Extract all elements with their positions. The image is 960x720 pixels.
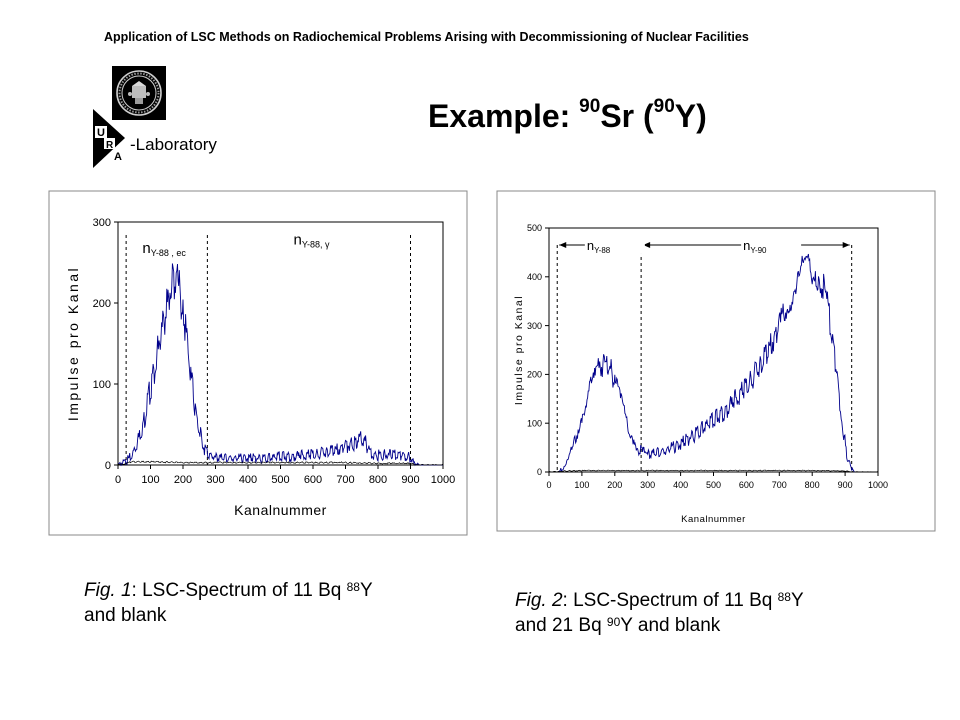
caption-2-element: Y xyxy=(790,590,804,611)
c2-x-tick-label-5: 500 xyxy=(706,480,721,490)
caption-1-element: Y xyxy=(359,580,373,601)
title-sr: Sr ( xyxy=(600,98,654,134)
c2-annotation-0-symbol: n xyxy=(587,238,594,253)
title-prefix: Example: xyxy=(428,98,580,134)
c1-blank-series xyxy=(117,460,444,466)
laboratory-label: -Laboratory xyxy=(130,135,217,154)
c2-x-tick-label-8: 800 xyxy=(805,480,820,490)
c2-annotation-1-subscript: Y-90 xyxy=(750,246,767,255)
slide-title: Example: 90Sr (90Y) xyxy=(428,96,707,135)
c1-annotation-1-symbol: n xyxy=(294,232,302,249)
c1-x-tick-label-7: 700 xyxy=(336,474,354,486)
c1-annotation-0-subscript: Y-88 , ec xyxy=(151,248,187,258)
c2-x-tick-label-10: 1000 xyxy=(868,480,888,490)
logo-letter-a: A xyxy=(114,151,122,163)
figure-2-caption: Fig. 2: LSC-Spectrum of 11 Bq 88Y and 21… xyxy=(515,588,804,638)
caption-2-text: : LSC-Spectrum of 11 Bq xyxy=(562,590,778,611)
c1-spectrum-series xyxy=(117,263,444,467)
c1-x-tick-label-0: 0 xyxy=(115,474,121,486)
caption-2-line-1: Fig. 2: LSC-Spectrum of 11 Bq 88Y xyxy=(515,588,804,613)
university-seal-logo xyxy=(112,66,166,120)
title-y: Y) xyxy=(674,98,707,134)
c2-annotation-1: nY-90 xyxy=(743,238,767,255)
c1-x-tick-label-3: 300 xyxy=(206,474,224,486)
c2-y-tick-label-4: 400 xyxy=(527,272,542,282)
c1-x-axis-label: Kanalnummer xyxy=(234,502,327,518)
caption-2-line-2: and 21 Bq 90Y and blank xyxy=(515,613,804,638)
c1-x-tick-label-8: 800 xyxy=(369,474,387,486)
c2-y-tick-label-5: 500 xyxy=(527,223,542,233)
c1-y-tick-label-2: 200 xyxy=(93,298,111,310)
slide-header: Application of LSC Methods on Radiochemi… xyxy=(104,30,749,44)
c1-x-tick-label-9: 900 xyxy=(401,474,419,486)
caption-2-fig-label: Fig. 2 xyxy=(515,590,563,611)
c2-window-arrow-left-head-0 xyxy=(559,242,567,248)
caption-1-text: : LSC-Spectrum of 11 Bq xyxy=(131,580,347,601)
c2-x-tick-label-6: 600 xyxy=(739,480,754,490)
c2-y-tick-label-3: 300 xyxy=(527,321,542,331)
c1-annotation-1-subscript: Y-88, γ xyxy=(302,240,330,250)
c2-annotation-1-symbol: n xyxy=(743,238,750,253)
c2-x-tick-label-3: 300 xyxy=(640,480,655,490)
c2-spectrum-series xyxy=(558,253,855,473)
c1-border xyxy=(48,190,468,536)
caption-1-fig-label: Fig. 1 xyxy=(84,580,132,601)
c2-y-axis-label: Impulse pro Kanal xyxy=(513,295,525,405)
c2-window-arrow-right-head-1 xyxy=(842,242,850,248)
c1-x-tick-label-5: 500 xyxy=(271,474,289,486)
c1-y-axis-label: Impulse pro Kanal xyxy=(65,266,81,421)
c2-x-tick-label-2: 200 xyxy=(607,480,622,490)
c2-x-tick-label-1: 100 xyxy=(574,480,589,490)
c2-x-tick-label-9: 900 xyxy=(838,480,853,490)
c2-y-tick-label-1: 100 xyxy=(527,418,542,428)
c2-x-tick-label-7: 700 xyxy=(772,480,787,490)
c2-y-tick-label-0: 0 xyxy=(537,467,542,477)
caption-2-text-2: and 21 Bq xyxy=(515,615,607,636)
caption-1-line-2: and blank xyxy=(84,605,167,626)
c1-x-tick-label-2: 200 xyxy=(174,474,192,486)
caption-2-mass-number: 88 xyxy=(777,590,791,604)
c2-x-axis-label: Kanalnummer xyxy=(681,514,746,525)
c1-annotation-1: nY-88, γ xyxy=(294,232,331,250)
c2-window-arrow-left-head-1 xyxy=(643,242,651,248)
c2-annotation-0: nY-88 xyxy=(587,238,611,255)
c2-y-tick-label-2: 200 xyxy=(527,370,542,380)
c2-border xyxy=(496,190,936,532)
caption-2-element-2: Y and blank xyxy=(620,615,721,636)
title-y-mass-number: 90 xyxy=(653,96,675,117)
c1-x-tick-label-10: 1000 xyxy=(431,474,455,486)
c2-annotation-bg-1 xyxy=(741,236,802,254)
c2-x-tick-label-0: 0 xyxy=(546,480,551,490)
figure-1-y88-spectrum-chart: 0 100 200 300 0 100 200 300 400 500 600 700 800 900 10… xyxy=(48,190,468,536)
c1-x-tick-label-1: 100 xyxy=(141,474,159,486)
c2-x-tick-label-4: 400 xyxy=(673,480,688,490)
caption-2-mass-number-2: 90 xyxy=(606,615,621,629)
c2-annotation-bg-0 xyxy=(584,236,645,254)
c1-x-tick-label-6: 600 xyxy=(304,474,322,486)
c1-y-tick-label-0: 0 xyxy=(105,460,111,472)
logo-letter-u: U xyxy=(97,127,105,139)
figure-2-y88-y90-spectrum-chart: 0 100 200 300 400 500 0 100 200 300 400 500 600 700 80… xyxy=(496,190,936,532)
c1-y-tick-label-3: 300 xyxy=(93,217,111,229)
ura-laboratory-logo: U R A xyxy=(92,108,132,175)
c1-x-tick-label-4: 400 xyxy=(239,474,257,486)
c1-annotation-0: nY-88 , ec xyxy=(142,240,186,258)
caption-1-mass-number: 88 xyxy=(346,580,360,594)
logo-letter-r: R xyxy=(106,140,114,151)
c1-y-tick-label-1: 100 xyxy=(93,379,111,391)
figure-1-caption: Fig. 1: LSC-Spectrum of 11 Bq 88Y and bl… xyxy=(84,578,373,628)
title-sr-mass-number: 90 xyxy=(579,96,601,117)
c1-annotation-0-symbol: n xyxy=(142,240,150,257)
caption-1-line-1: Fig. 1: LSC-Spectrum of 11 Bq 88Y xyxy=(84,578,373,603)
c2-annotation-0-subscript: Y-88 xyxy=(594,246,611,255)
c2-blank-series xyxy=(548,469,879,473)
